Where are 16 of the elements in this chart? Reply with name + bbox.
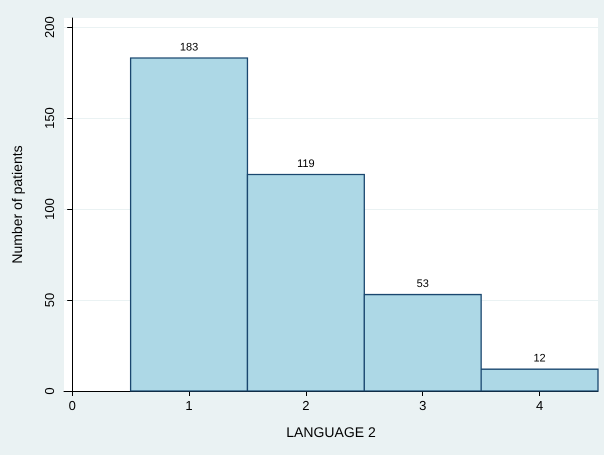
y-axis-title: Number of patients bbox=[9, 145, 25, 264]
data-label: 183 bbox=[180, 42, 198, 54]
data-label: 53 bbox=[416, 278, 429, 290]
y-tick-label: 150 bbox=[42, 107, 57, 129]
y-tick-label: 100 bbox=[42, 198, 57, 220]
x-tick-label: 3 bbox=[419, 398, 426, 413]
x-tick-label: 0 bbox=[68, 398, 76, 413]
y-tick-label: 200 bbox=[42, 16, 57, 38]
x-tick-label: 1 bbox=[185, 398, 193, 413]
y-tick-label: 50 bbox=[42, 292, 57, 308]
x-axis-title: LANGUAGE 2 bbox=[286, 424, 376, 440]
x-tick-label: 4 bbox=[536, 398, 544, 413]
data-label: 12 bbox=[533, 352, 546, 365]
data-label: 119 bbox=[297, 158, 315, 170]
x-tick-label: 2 bbox=[302, 398, 310, 413]
y-tick-label: 0 bbox=[42, 387, 57, 395]
